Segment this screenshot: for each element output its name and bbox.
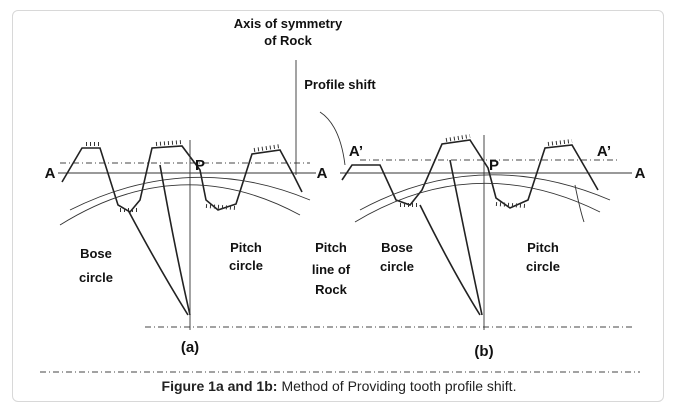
label: Rock: [315, 282, 348, 297]
caption-text: Method of Providing tooth profile shift.: [281, 378, 517, 394]
label: circle: [229, 258, 263, 273]
label: circle: [380, 259, 414, 274]
rack-profile: [61, 145, 303, 214]
label: A: [635, 165, 646, 182]
caption-label: Figure 1a and 1b:: [161, 378, 278, 394]
label: Bose: [381, 240, 413, 255]
pitch-circle: [359, 174, 611, 211]
leader-line: [319, 111, 346, 166]
base-circle: [354, 182, 601, 223]
label: Pitch: [315, 240, 347, 255]
panel-label: (a): [181, 339, 199, 356]
label: A: [45, 165, 56, 182]
figure-frame: [12, 10, 664, 402]
label: Pitch: [527, 240, 559, 255]
caption: Figure 1a and 1b: Method of Providing too…: [0, 378, 678, 394]
label: A’: [597, 143, 611, 160]
label: P: [489, 157, 499, 174]
label: A’: [349, 143, 363, 160]
hatching: [400, 134, 573, 208]
label: P: [195, 157, 205, 174]
panel-label: (b): [474, 343, 493, 360]
label: circle: [79, 270, 113, 285]
gear-flank: [419, 159, 483, 316]
leader-line: [574, 184, 585, 223]
label: Bose: [80, 246, 112, 261]
rack-profile: [341, 139, 599, 209]
label: circle: [526, 259, 560, 274]
label: of Rock: [264, 33, 312, 48]
base-circle: [59, 184, 301, 226]
label: Pitch: [230, 240, 262, 255]
label: line of: [312, 262, 351, 277]
label: Profile shift: [304, 77, 376, 92]
label: A: [317, 165, 328, 182]
hatching: [86, 140, 281, 212]
label: Axis of symmetry: [234, 16, 343, 31]
gear-flank: [127, 164, 191, 316]
